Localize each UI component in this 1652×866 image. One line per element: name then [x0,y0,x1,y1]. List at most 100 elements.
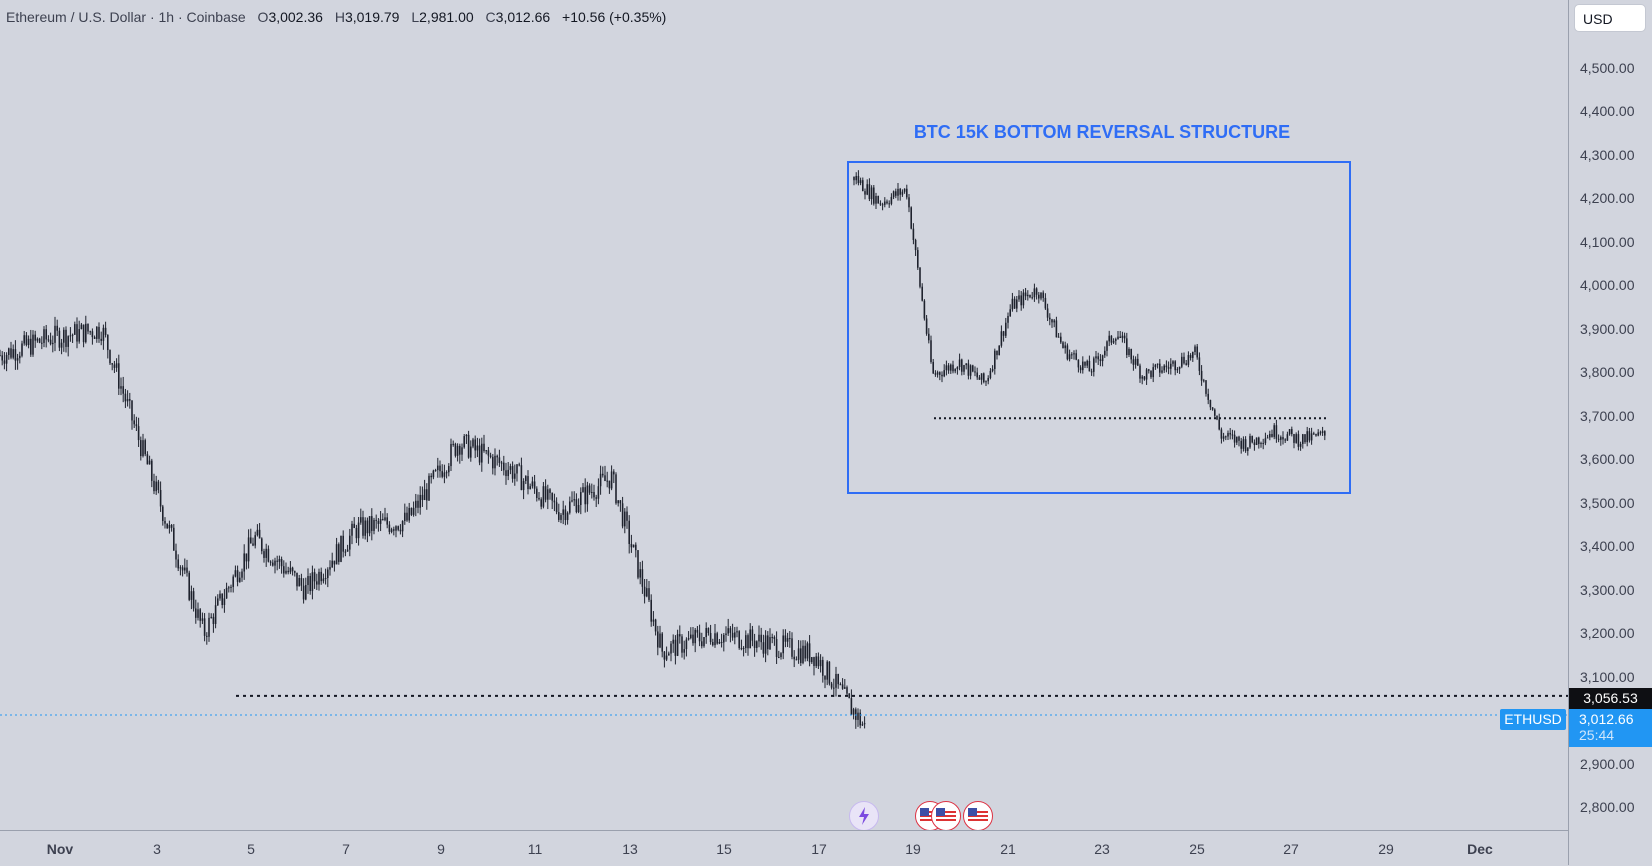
inset-candle [1044,297,1047,309]
candle [635,544,637,551]
time-tick: 17 [811,841,827,857]
candle [729,628,732,633]
candle [753,640,756,648]
inset-candle [1233,434,1236,443]
inset-candle [1262,442,1264,444]
inset-candle [1084,361,1086,366]
candle [214,605,217,624]
candle [98,326,100,339]
inset-candle [1095,356,1097,359]
low-label: L [411,9,420,25]
inset-candle [998,345,1000,356]
high-label: H [334,9,345,25]
inset-candle [1141,376,1143,379]
candle [692,634,694,644]
candle [833,687,835,689]
inset-candle [1196,346,1198,358]
low-value: 2,981.00 [419,9,474,25]
candle [522,481,525,491]
price-chart[interactable] [0,0,1568,830]
inset-candle [1099,359,1102,362]
candle [14,349,17,361]
inset-candle [1029,294,1031,298]
candle [236,570,239,582]
candle [756,641,758,648]
inset-candle [1009,309,1011,317]
candle [151,460,153,481]
candle [230,586,232,588]
inset-candle [1046,308,1049,318]
candle [93,337,96,339]
candle [507,469,509,477]
chart-area[interactable]: Ethereum / U.S. Dollar · 1h · Coinbase O… [0,0,1568,831]
inset-candle [980,373,983,380]
candle [21,343,23,356]
us-flag-icon[interactable] [963,801,993,831]
candle [762,642,765,654]
inset-candle [875,195,877,204]
inset-candle [932,361,934,374]
inset-candle [963,365,965,372]
candle [324,578,327,580]
inset-candle [1214,409,1216,416]
candle [23,335,25,344]
inset-candle [879,203,882,205]
candle [10,348,12,358]
candle [410,508,413,515]
inset-candle [910,207,912,229]
inset-candle [1053,320,1055,323]
candle [580,492,582,506]
currency-button[interactable]: USD [1574,4,1646,32]
symbol-legend: Ethereum / U.S. Dollar · 1h · Coinbase O… [6,9,666,25]
candle [379,519,382,524]
candle [806,643,809,659]
candle [8,348,10,355]
candle [155,481,157,492]
time-tick: 25 [1189,841,1205,857]
inset-candle [989,370,992,378]
inset-candle [1295,434,1297,443]
inset-candle [1055,320,1058,338]
candle [329,567,331,570]
candle [333,560,336,565]
candle [731,632,734,638]
inset-candle [1291,429,1293,435]
candle [54,325,56,343]
inset-candle [1123,335,1126,339]
candle [813,657,815,667]
candle [661,633,663,652]
candle [489,455,492,457]
candle [663,651,666,660]
candle [465,434,468,437]
time-axis[interactable]: Nov 3 5 7 9 11 13 15 17 19 21 23 25 27 2… [0,830,1568,866]
inset-candle [1170,363,1172,369]
lightning-event-icon[interactable] [849,801,879,831]
inset-candle [1198,357,1201,371]
candle [197,609,199,618]
inset-candle [884,201,886,205]
candle [817,656,820,667]
last-price-value: 3,012.66 [1579,711,1634,727]
inset-candle [1128,348,1130,356]
candle [555,502,558,513]
candle [657,631,659,648]
candle [676,634,679,656]
inset-candle [1194,346,1196,352]
candle [399,529,402,532]
candle [703,637,705,647]
inset-candle [1042,292,1044,298]
candle [734,632,736,638]
us-flag-icon[interactable] [931,801,961,831]
inset-candle [967,363,970,376]
candle [159,490,162,507]
candle [716,633,718,644]
inset-candle [877,195,879,204]
candle [439,465,441,472]
candle [278,558,281,562]
candle [549,489,551,493]
price-tick: 4,400.00 [1580,103,1635,119]
candle [140,440,142,457]
inset-candle [862,180,864,192]
candle [771,637,773,639]
candle [412,507,415,515]
